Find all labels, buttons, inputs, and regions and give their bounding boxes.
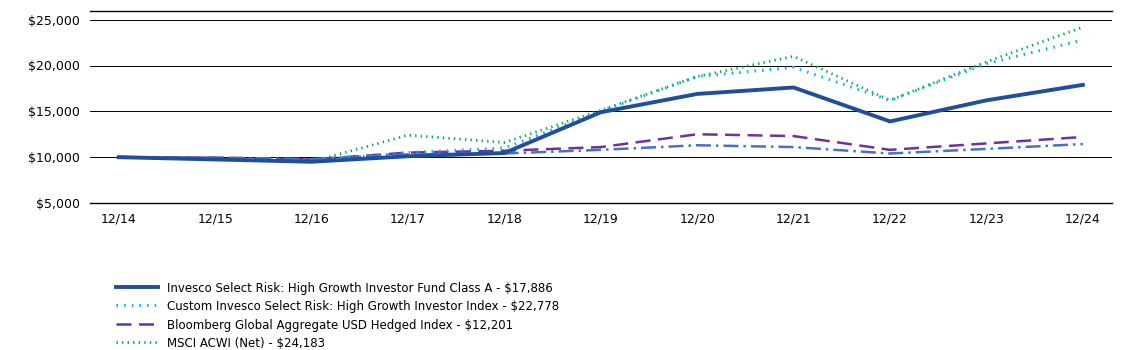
Legend: Invesco Select Risk: High Growth Investor Fund Class A - $17,886, Custom Invesco: Invesco Select Risk: High Growth Investo… <box>116 282 559 350</box>
